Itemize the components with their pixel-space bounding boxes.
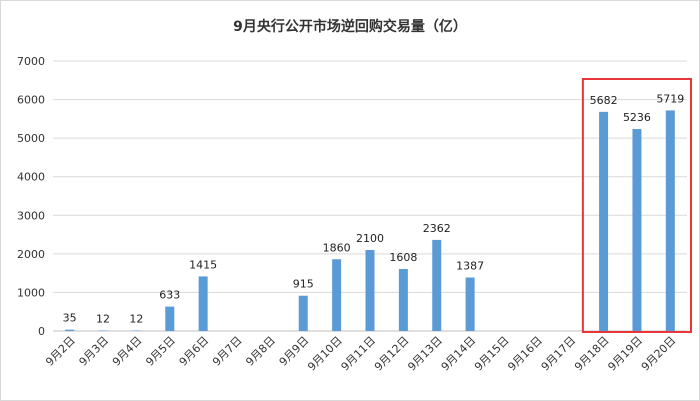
x-tick-label: 9月8日 — [243, 334, 278, 369]
y-tick-label: 2000 — [17, 248, 45, 261]
data-label: 35 — [63, 312, 77, 325]
x-tick-label: 9月3日 — [77, 334, 112, 369]
chart-title: 9月央行公开市场逆回购交易量（亿） — [233, 18, 467, 35]
data-label: 2100 — [356, 232, 384, 245]
data-label: 1387 — [456, 260, 484, 273]
data-label: 12 — [129, 313, 143, 326]
x-tick-label: 9月19日 — [605, 334, 645, 374]
x-tick-label: 9月16日 — [505, 334, 545, 374]
highlight-box — [581, 78, 693, 333]
x-tick-label: 9月13日 — [405, 334, 445, 374]
x-tick-label: 9月5日 — [143, 334, 178, 369]
x-tick-label: 9月17日 — [539, 334, 579, 374]
data-label: 5236 — [623, 111, 651, 124]
y-tick-label: 4000 — [17, 171, 45, 184]
y-tick-label: 3000 — [17, 209, 45, 222]
data-label: 915 — [293, 278, 314, 291]
bar — [298, 295, 308, 331]
x-tick-label: 9月6日 — [177, 334, 212, 369]
x-tick-label: 9月10日 — [305, 334, 345, 374]
data-label: 1415 — [189, 258, 217, 271]
bar — [632, 129, 642, 331]
bar — [665, 110, 675, 331]
bar — [198, 276, 208, 331]
x-tick-label: 9月20日 — [639, 334, 679, 374]
bar — [599, 111, 609, 331]
bar — [332, 259, 342, 331]
bar — [65, 329, 75, 331]
x-axis-ticks: 9月2日9月3日9月4日9月5日9月6日9月7日9月8日9月9日9月10日9月1… — [43, 334, 678, 374]
x-tick-label: 9月11日 — [339, 334, 379, 374]
y-tick-label: 6000 — [17, 94, 45, 107]
y-tick-label: 7000 — [17, 55, 45, 68]
x-tick-label: 9月18日 — [572, 334, 612, 374]
bar — [465, 277, 475, 331]
x-tick-label: 9月7日 — [210, 334, 245, 369]
data-label: 1608 — [389, 251, 417, 264]
data-label: 1860 — [323, 241, 351, 254]
x-tick-label: 9月4日 — [110, 334, 145, 369]
bar — [432, 239, 442, 331]
bar — [398, 268, 408, 331]
bars — [65, 110, 675, 331]
data-label: 2362 — [423, 222, 451, 235]
y-tick-label: 5000 — [17, 132, 45, 145]
y-tick-label: 0 — [38, 325, 45, 338]
data-label: 5682 — [590, 94, 618, 107]
x-tick-label: 9月14日 — [439, 334, 479, 374]
x-tick-label: 9月12日 — [372, 334, 412, 374]
data-label: 12 — [96, 313, 110, 326]
y-tick-label: 1000 — [17, 286, 45, 299]
bar — [365, 250, 375, 331]
bar — [165, 306, 175, 331]
data-label: 633 — [159, 289, 180, 302]
x-tick-label: 9月2日 — [43, 334, 78, 369]
y-axis-ticks: 0 1000 2000 3000 4000 5000 6000 7000 — [17, 55, 45, 338]
highlight-rectangle — [581, 78, 693, 333]
data-label: 5719 — [656, 92, 684, 105]
data-labels: 35 12 12 633 1415 915 1860 2100 1608 2362 1387 5682… — [63, 92, 685, 325]
x-tick-label: 9月15日 — [472, 334, 512, 374]
